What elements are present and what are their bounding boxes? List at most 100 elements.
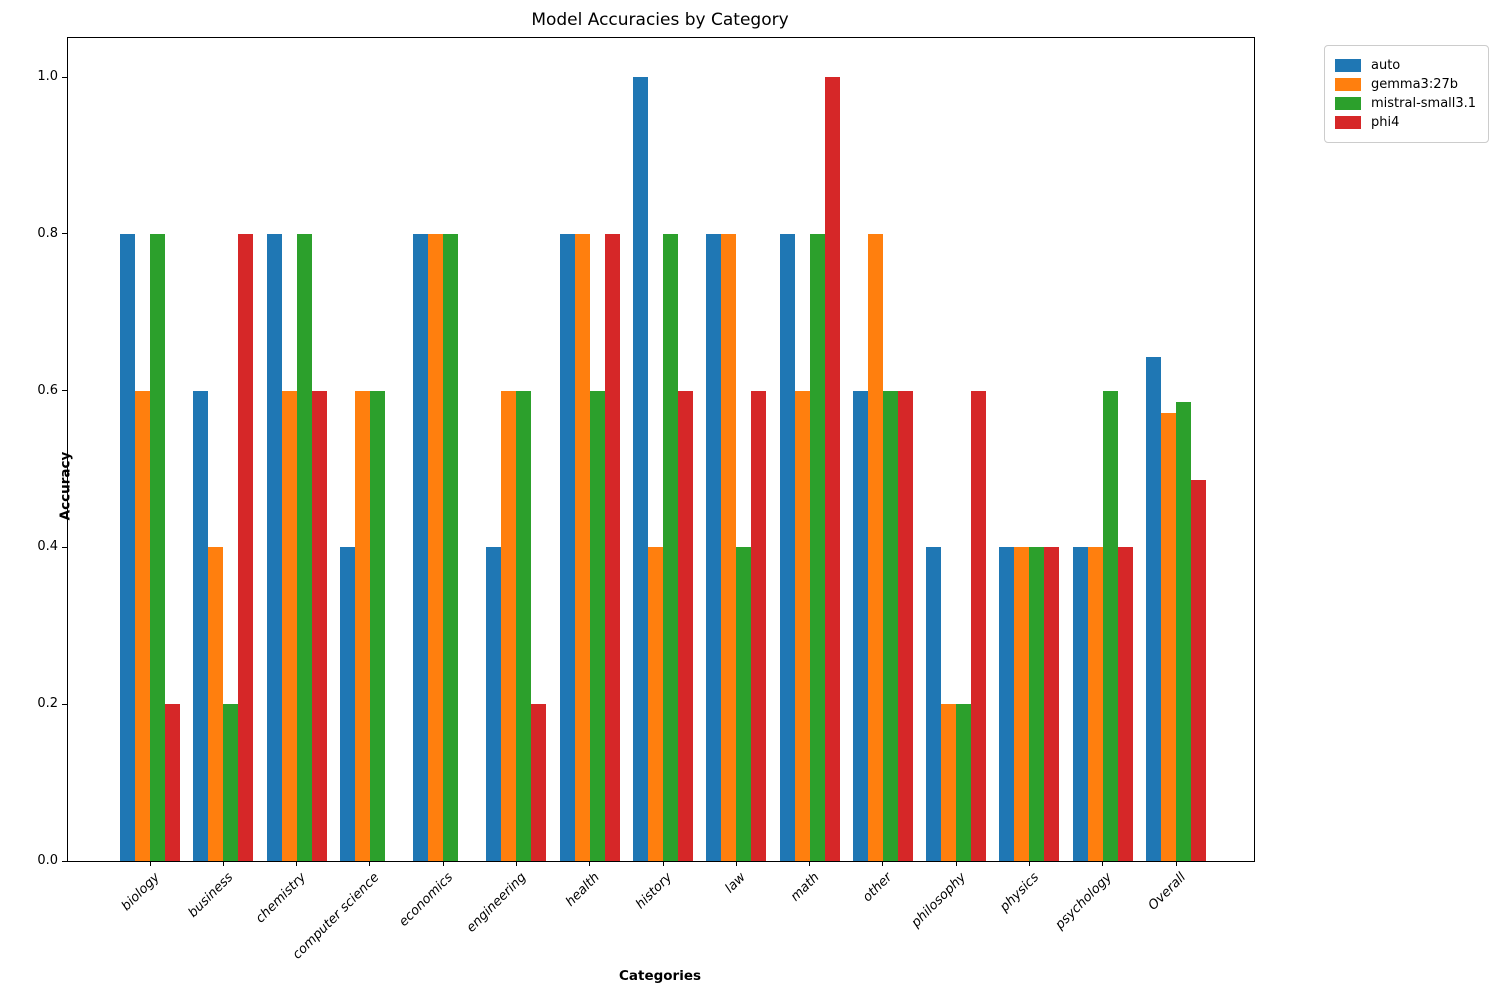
legend-item-phi4: phi4 [1335,114,1476,131]
bar-auto-physics [999,547,1015,861]
legend-label-gemma3-27b: gemma3:27b [1371,77,1458,92]
x-tick-mark [589,861,591,866]
bar-auto-chemistry [266,233,282,861]
x-tick-label-biology: biology [118,870,163,915]
y-tick-label-0-6: 0.6 [37,382,58,398]
bar-mistral-small3-1-physics [1029,547,1045,861]
x-tick-label-psychology: psychology [1052,870,1116,933]
bar-mistral-small3-1-engineering [516,390,532,861]
bar-phi4-other [897,390,913,861]
legend-label-auto: auto [1371,58,1401,73]
bar-mistral-small3-1-history [663,233,678,861]
bar-auto-engineering [486,547,502,861]
x-tick-mark [296,861,298,866]
bar-gemma3-27b-health [574,233,590,861]
y-tick-label-0-4: 0.4 [37,539,58,555]
bar-gemma3-27b-physics [1014,547,1030,861]
bar-gemma3-27b-psychology [1087,547,1103,861]
legend-swatch-mistral-small3-1 [1335,97,1361,110]
bar-gemma3-27b-law [721,233,737,861]
bar-auto-economics [413,233,429,861]
y-tick-label-0-8: 0.8 [37,225,58,241]
x-tick-label-business: business [185,870,236,921]
bar-gemma3-27b-economics [428,233,444,861]
legend-label-mistral-small3-1: mistral-small3.1 [1371,96,1477,111]
x-tick-label-health: health [562,870,603,910]
bar-phi4-engineering [531,704,547,861]
y-tick-mark [62,546,67,548]
x-tick-mark [1028,861,1030,866]
y-tick-mark [62,703,67,705]
x-tick-mark [515,861,517,866]
bar-phi4-philosophy [971,390,987,861]
x-axis-label: Categories [618,968,702,984]
x-tick-mark [1102,861,1104,866]
bar-phi4-health [604,233,620,861]
x-tick-label-law: law [722,870,749,897]
bar-phi4-math [824,77,840,861]
legend-item-auto: auto [1335,57,1476,74]
x-tick-mark [149,861,151,866]
bar-gemma3-27b-engineering [501,390,517,861]
bar-auto-business [193,390,209,861]
x-tick-label-philosophy: philosophy [908,870,969,931]
bar-phi4-history [678,390,693,861]
bar-phi4-physics [1044,547,1060,861]
bar-auto-overall [1146,357,1161,861]
y-tick-label-1-0: 1.0 [37,69,58,85]
x-tick-label-math: math [787,870,823,905]
x-tick-mark [955,861,957,866]
bar-gemma3-27b-history [648,547,663,861]
bar-mistral-small3-1-business [223,704,239,861]
bar-mistral-small3-1-other [882,390,898,861]
bar-gemma3-27b-math [794,390,810,861]
bar-mistral-small3-1-chemistry [296,233,312,861]
y-tick-label-0-2: 0.2 [37,696,58,712]
y-tick-label-0-0: 0.0 [37,853,58,868]
x-tick-label-physics: physics [997,870,1043,915]
x-tick-mark [1175,861,1177,866]
bar-mistral-small3-1-law [736,547,752,861]
bar-mistral-small3-1-math [809,233,825,861]
legend-label-phi4: phi4 [1371,115,1400,130]
legend-item-gemma3-27b: gemma3:27b [1335,76,1476,93]
bar-gemma3-27b-chemistry [281,390,297,861]
x-tick-mark [369,861,371,866]
bar-mistral-small3-1-philosophy [956,704,972,861]
bar-mistral-small3-1-computer-science [369,390,385,861]
bar-auto-math [779,233,795,861]
legend-swatch-auto [1335,59,1361,72]
x-tick-label-economics: economics [396,870,456,930]
bar-auto-other [852,390,868,861]
x-tick-mark [809,861,811,866]
legend: auto gemma3:27b mistral-small3.1 phi4 [1324,45,1490,143]
bar-auto-history [633,77,648,861]
bar-auto-biology [120,233,135,861]
bar-phi4-overall [1191,480,1206,861]
bar-gemma3-27b-biology [135,390,150,861]
x-tick-mark [662,861,664,866]
x-tick-mark [735,861,737,866]
bar-phi4-chemistry [311,390,327,861]
y-tick-mark [62,233,67,235]
x-tick-label-history: history [633,870,676,913]
bar-auto-law [706,233,722,861]
x-tick-label-other: other [860,870,896,906]
x-tick-label-engineering: engineering [463,870,530,936]
legend-swatch-phi4 [1335,116,1361,129]
x-tick-label-overall: Overall [1145,870,1189,914]
y-axis-label: Accuracy [57,451,74,521]
bar-gemma3-27b-other [867,233,883,861]
bar-auto-psychology [1072,547,1088,861]
y-tick-mark [62,390,67,392]
legend-item-mistral-small3-1: mistral-small3.1 [1335,95,1476,112]
x-tick-mark [442,861,444,866]
bar-gemma3-27b-philosophy [941,704,957,861]
bar-gemma3-27b-computer-science [354,390,370,861]
bar-mistral-small3-1-psychology [1102,390,1118,861]
y-tick-mark [62,76,67,78]
bar-phi4-business [238,233,254,861]
bar-auto-philosophy [926,547,942,861]
plot-area: Accuracy 0.0 0.2 0.4 0.6 0.8 1.0 biology busines… [37,37,1255,962]
